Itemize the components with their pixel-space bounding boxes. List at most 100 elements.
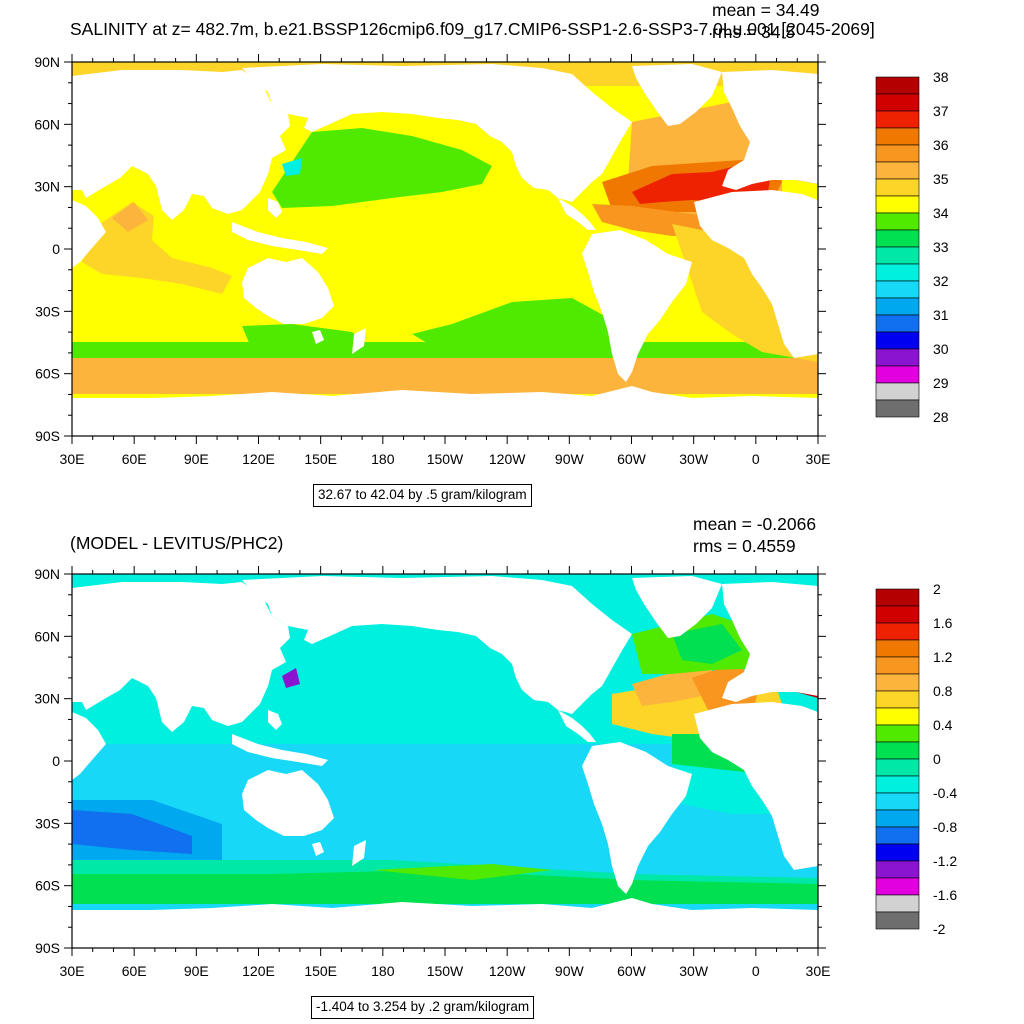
- colorbar-swatch: [875, 76, 920, 95]
- colorbar-swatch: [875, 690, 920, 709]
- x-tick-label: 150E: [304, 963, 337, 979]
- colorbar-swatch: [875, 622, 920, 641]
- colorbar-label: 29: [933, 375, 949, 391]
- y-tick-label: 90S: [35, 940, 60, 956]
- colorbar-label: 1.6: [933, 615, 953, 631]
- x-tick-label: 60W: [617, 963, 647, 979]
- colorbar-swatch: [875, 365, 920, 384]
- colorbar-swatch: [875, 588, 920, 607]
- colorbar-label: 37: [933, 103, 949, 119]
- colorbar-label: -0.4: [933, 785, 957, 801]
- colorbar-label: -1.2: [933, 853, 957, 869]
- bottom-range-label: -1.404 to 3.254 by .2 gram/kilogram: [311, 996, 535, 1019]
- colorbar-swatch: [875, 127, 920, 146]
- colorbar-label: 31: [933, 307, 949, 323]
- x-tick-label: 120E: [242, 451, 275, 467]
- colorbar-swatch: [875, 792, 920, 811]
- x-tick-label: 60W: [617, 451, 647, 467]
- y-tick-label: 0: [52, 753, 60, 769]
- y-tick-label: 30S: [35, 815, 60, 831]
- colorbar-swatch: [875, 144, 920, 163]
- x-tick-label: 90E: [184, 451, 209, 467]
- x-tick-label: 180: [371, 963, 395, 979]
- x-tick-label: 150E: [304, 451, 337, 467]
- y-tick-label: 60N: [34, 116, 60, 132]
- colorbar-label: 0.4: [933, 717, 953, 733]
- bottom-rms: rms = 0.4559: [693, 536, 796, 556]
- colorbar-label: 2: [933, 581, 941, 597]
- x-tick-label: 120W: [489, 451, 526, 467]
- colorbar-label: 32: [933, 273, 949, 289]
- x-tick-label: 150W: [427, 963, 464, 979]
- x-tick-label: 120E: [242, 963, 275, 979]
- colorbar-swatch: [875, 195, 920, 214]
- colorbar-swatch: [875, 894, 920, 913]
- colorbar-swatch: [875, 673, 920, 692]
- colorbar-label: 0: [933, 751, 941, 767]
- colorbar-label: -1.6: [933, 887, 957, 903]
- top-range-label: 32.67 to 42.04 by .5 gram/kilogram: [313, 484, 532, 507]
- colorbar-swatch: [875, 809, 920, 828]
- colorbar-swatch: [875, 178, 920, 197]
- top-rms: rms = 34.5: [712, 22, 796, 42]
- colorbar-swatch: [875, 246, 920, 265]
- colorbar-swatch: [875, 110, 920, 129]
- bottom-title: (MODEL - LEVITUS/PHC2): [70, 533, 284, 553]
- x-tick-label: 150W: [427, 451, 464, 467]
- y-tick-label: 90N: [34, 566, 60, 582]
- x-tick-label: 90E: [184, 963, 209, 979]
- y-tick-label: 30N: [34, 179, 60, 195]
- x-tick-label: 30E: [60, 451, 85, 467]
- colorbar-label: 38: [933, 69, 949, 85]
- colorbar-swatch: [875, 911, 920, 930]
- colorbar-swatch: [875, 656, 920, 675]
- x-tick-label: 90W: [555, 451, 585, 467]
- top-map: [72, 62, 818, 436]
- colorbar-label: 36: [933, 137, 949, 153]
- colorbar-swatch: [875, 399, 920, 418]
- colorbar-swatch: [875, 263, 920, 282]
- x-tick-label: 0: [752, 451, 760, 467]
- x-tick-label: 120W: [489, 963, 526, 979]
- colorbar-swatch: [875, 707, 920, 726]
- x-tick-label: 30W: [679, 963, 709, 979]
- colorbar-swatch: [875, 605, 920, 624]
- colorbar-swatch: [875, 314, 920, 333]
- colorbar-swatch: [875, 331, 920, 350]
- colorbar-swatch: [875, 758, 920, 777]
- colorbar-swatch: [875, 826, 920, 845]
- colorbar-swatch: [875, 93, 920, 112]
- colorbar-label: 0.8: [933, 683, 953, 699]
- colorbar-swatch: [875, 724, 920, 743]
- colorbar-label: 1.2: [933, 649, 953, 665]
- y-tick-label: 30S: [35, 303, 60, 319]
- x-tick-label: 30E: [60, 963, 85, 979]
- top-title: SALINITY at z= 482.7m, b.e21.BSSP126cmip…: [70, 19, 875, 39]
- colorbar-label: 33: [933, 239, 949, 255]
- y-tick-label: 0: [52, 241, 60, 257]
- colorbar-swatch: [875, 877, 920, 896]
- colorbar-swatch: [875, 382, 920, 401]
- colorbar-swatch: [875, 229, 920, 248]
- colorbar-label: 34: [933, 205, 949, 221]
- y-tick-label: 30N: [34, 691, 60, 707]
- y-tick-label: 60S: [35, 878, 60, 894]
- y-tick-label: 60S: [35, 366, 60, 382]
- colorbar-swatch: [875, 860, 920, 879]
- colorbar-swatch: [875, 639, 920, 658]
- y-tick-label: 90S: [35, 428, 60, 444]
- x-tick-label: 30W: [679, 451, 709, 467]
- colorbar-swatch: [875, 297, 920, 316]
- x-tick-label: 180: [371, 451, 395, 467]
- x-tick-label: 0: [752, 963, 760, 979]
- colorbar-swatch: [875, 212, 920, 231]
- x-tick-label: 30E: [806, 963, 831, 979]
- colorbar-swatch: [875, 775, 920, 794]
- colorbar-label: 28: [933, 409, 949, 425]
- bottom-map: [72, 574, 818, 948]
- colorbar-label: -2: [933, 921, 946, 937]
- colorbar-label: 35: [933, 171, 949, 187]
- colorbar-swatch: [875, 161, 920, 180]
- bottom-mean: mean = -0.2066: [693, 514, 817, 534]
